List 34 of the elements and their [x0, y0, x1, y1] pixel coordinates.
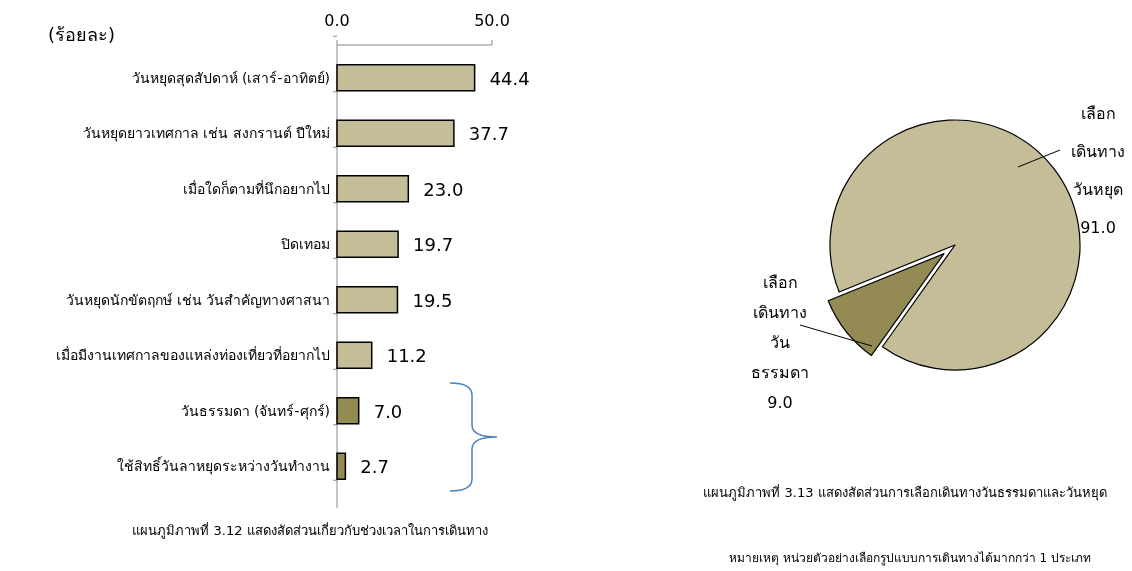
x-tick-label: 50.0 — [474, 11, 510, 30]
text: แผนภูมิภาพที่ 3.13 แสดงสัดส่วนการเลือกเดินทางวันธรรมดาและวันหยุด — [702, 483, 1108, 503]
data-label: 91.0 — [1079, 217, 1117, 239]
data-label: 7.0 — [373, 400, 403, 422]
bar — [336, 119, 455, 147]
bar — [336, 64, 476, 92]
bar — [336, 452, 347, 480]
y-tick-label: วันหยุดยาวเทศกาล เช่น สงกรานต์ ปีใหม่ — [82, 124, 330, 144]
data-label: 37.7 — [468, 123, 509, 145]
y-tick-label: วันหยุดสุดสัปดาห์ (เสาร์-อาทิตย์) — [131, 68, 330, 89]
slice-label: เลือกเดินทางวันธรรมดา — [751, 272, 809, 384]
data-label: 11.2 — [386, 345, 427, 367]
text: แผนภูมิภาพที่ 3.12 แสดงสัดส่วนเกี่ยวกับช่วงเวลาในการเดินทาง — [131, 521, 489, 541]
y-tick-label: วันหยุดนักขัตฤกษ์ เช่น วันสำคัญทางศาสนา — [66, 290, 330, 311]
y-tick-label: เมื่อใดก็ตามที่นึกอยากไป — [183, 179, 330, 199]
data-label: 19.7 — [413, 234, 454, 256]
y-tick-label: วันธรรมดา (จันทร์-ศุกร์) — [180, 401, 330, 422]
x-axis-title: (ร้อยละ) — [48, 23, 116, 47]
bar — [336, 175, 410, 203]
y-tick-label: เมื่อมีงานเทศกาลของแหล่งท่องเที่ยวที่อยากไป — [56, 345, 330, 366]
data-label: 19.5 — [412, 289, 453, 311]
y-tick-label: ปิดเทอม — [281, 235, 330, 255]
bar — [336, 286, 399, 314]
bar — [336, 230, 399, 258]
slice-label: เลือกเดินทางวันหยุด — [1070, 103, 1126, 202]
bar — [336, 397, 360, 425]
data-label: 2.7 — [360, 456, 390, 478]
y-tick-label: ใช้สิทธิ์วันลาหยุดระหว่างวันทำงาน — [117, 455, 330, 477]
text: หมายเหตุ หน่วยตัวอย่างเลือกรูปแบบการเดินทางได้มากกว่า 1 ประเภท — [727, 550, 1093, 567]
data-label: 44.4 — [489, 67, 530, 89]
bar — [336, 341, 373, 369]
data-label: 23.0 — [423, 178, 464, 200]
x-tick-label: 0.0 — [324, 11, 350, 30]
data-label: 9.0 — [766, 392, 794, 414]
